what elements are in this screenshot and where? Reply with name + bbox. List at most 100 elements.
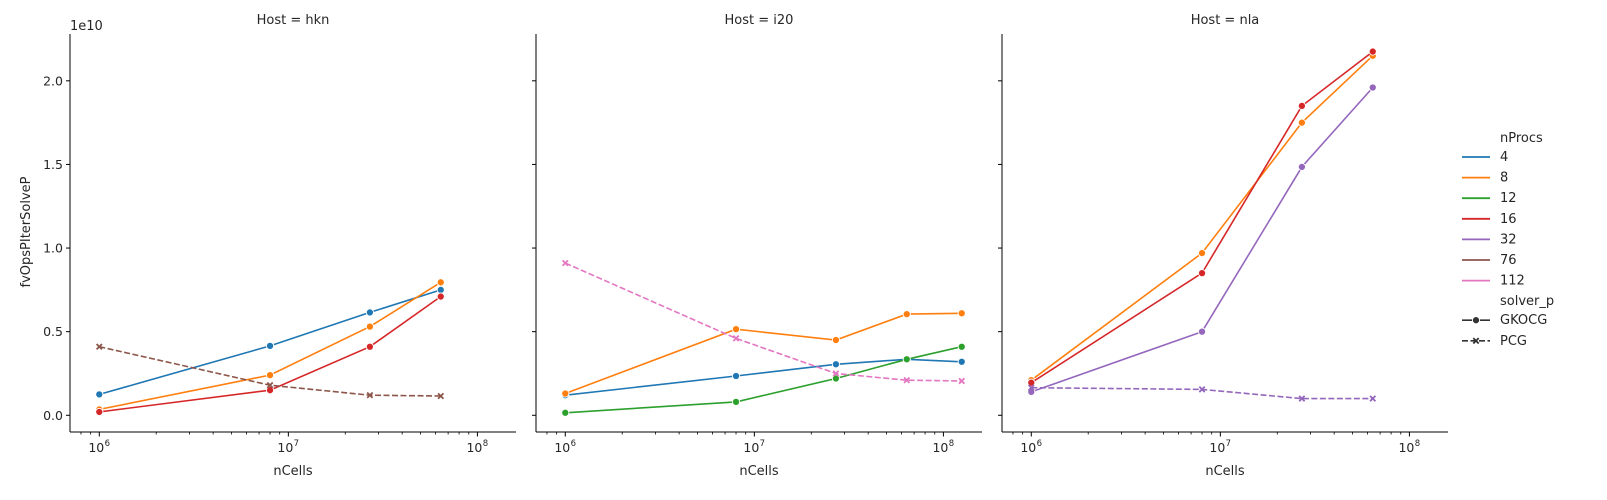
series-8-gkocg	[561, 309, 966, 398]
legend-item-label: 76	[1500, 253, 1517, 268]
data-point	[902, 310, 911, 319]
data-point	[95, 390, 104, 399]
data-point	[1369, 395, 1377, 402]
x-tick-label: 10	[88, 440, 104, 455]
data-point	[365, 308, 374, 317]
data-point	[731, 397, 741, 406]
x-tick-exponent: 7	[760, 439, 765, 449]
data-point	[561, 259, 569, 267]
x-tick-exponent: 6	[1037, 439, 1042, 449]
y-offset-label: 1e10	[70, 19, 103, 34]
data-point	[95, 407, 104, 416]
data-point	[95, 343, 103, 351]
data-point	[731, 325, 741, 334]
data-point	[832, 370, 840, 377]
legend-style-label: PCG	[1500, 334, 1527, 349]
data-point	[1197, 269, 1207, 278]
y-tick-label: 0.0	[43, 408, 63, 423]
data-point	[436, 278, 445, 287]
x-tick-label: 10	[1020, 440, 1036, 455]
series-line	[564, 262, 962, 382]
series-line	[565, 358, 962, 396]
series-32-pcg	[1027, 384, 1377, 402]
panel-title: Host = nla	[1191, 13, 1260, 28]
data-point	[1197, 327, 1207, 336]
legend-item-label: 4	[1500, 150, 1508, 165]
series-76-pcg	[95, 343, 445, 400]
data-point	[561, 389, 570, 398]
x-tick-label: 10	[466, 440, 482, 455]
data-point	[1297, 162, 1306, 171]
series-line	[565, 312, 962, 395]
data-point	[265, 386, 275, 395]
series-line	[1030, 50, 1374, 384]
data-point	[1297, 101, 1306, 110]
series-line	[99, 345, 441, 397]
x-tick-exponent: 6	[571, 439, 576, 449]
data-point	[1027, 384, 1035, 392]
x-axis-label: nCells	[739, 464, 779, 479]
series-12-gkocg	[561, 342, 966, 417]
series-16-gkocg	[95, 292, 445, 416]
data-point	[1298, 395, 1306, 402]
data-point	[1368, 83, 1377, 92]
data-point	[957, 357, 966, 366]
x-tick-label: 10	[743, 440, 759, 455]
data-point	[957, 342, 966, 351]
data-point	[1368, 47, 1377, 56]
y-axis-label: fvOpsPIterSolveP	[19, 176, 34, 287]
panel-title: Host = hkn	[257, 13, 330, 28]
x-axis-label: nCells	[1205, 464, 1245, 479]
data-point	[265, 371, 275, 380]
y-tick-label: 0.5	[43, 324, 63, 339]
legend-style-label: GKOCG	[1500, 313, 1547, 328]
data-point	[437, 392, 445, 400]
data-point	[831, 374, 840, 383]
legend-marker	[1471, 316, 1481, 325]
series-line	[1030, 55, 1374, 381]
x-tick-exponent: 8	[483, 439, 488, 449]
data-point	[366, 391, 374, 399]
data-point	[1027, 378, 1036, 387]
panel-title: Host = i20	[725, 13, 794, 28]
legend-style-title: solver_p	[1500, 294, 1554, 309]
x-tick-label: 10	[932, 440, 948, 455]
y-tick-label: 1.0	[43, 241, 63, 256]
data-point	[732, 335, 740, 342]
series-16-gkocg	[1027, 47, 1377, 387]
x-tick-exponent: 6	[105, 439, 110, 449]
x-tick-exponent: 8	[1415, 439, 1420, 449]
legend-item-label: 8	[1500, 171, 1508, 186]
legend-item-label: 12	[1500, 191, 1517, 206]
data-point	[365, 322, 374, 331]
data-point	[958, 377, 966, 385]
y-tick-label: 1.5	[43, 157, 63, 172]
legend: nProcs 4 8 12 16 32 76 112 solver_p GKOCG PCG	[1462, 131, 1554, 349]
x-tick-label: 10	[554, 440, 570, 455]
data-point	[266, 381, 274, 389]
series-line	[99, 295, 442, 413]
y-tick-label: 2.0	[43, 73, 63, 88]
data-point	[1198, 386, 1206, 393]
series-32-gkocg	[1027, 83, 1377, 396]
data-point	[731, 371, 741, 381]
data-point	[831, 335, 840, 345]
legend-item-label: 32	[1500, 232, 1517, 247]
series-line	[99, 289, 442, 396]
series-112-pcg	[561, 259, 966, 385]
series-4-gkocg	[95, 285, 445, 399]
data-point	[561, 408, 570, 417]
series-line	[1031, 386, 1373, 400]
data-point	[1197, 249, 1207, 258]
x-tick-exponent: 8	[949, 439, 954, 449]
legend-hue-title: nProcs	[1500, 131, 1543, 146]
legend-marker	[1472, 337, 1480, 345]
legend-item-label: 112	[1500, 274, 1525, 289]
series-line	[1031, 86, 1374, 393]
data-point	[436, 292, 445, 301]
data-point	[436, 285, 445, 294]
